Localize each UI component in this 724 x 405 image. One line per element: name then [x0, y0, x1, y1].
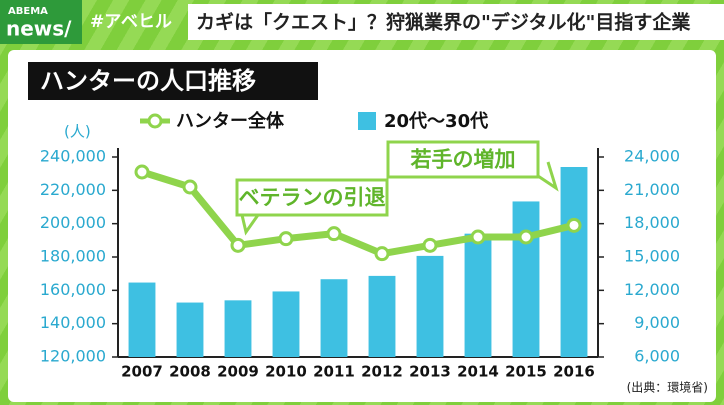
logo-box [0, 0, 82, 44]
x-tick-label: 2011 [313, 363, 355, 381]
bar [224, 300, 252, 357]
y-tick-label: 220,000 [40, 180, 106, 199]
y2-tick-label: 6,000 [634, 347, 680, 366]
y-tick-label: 120,000 [40, 347, 106, 366]
line-marker [134, 164, 150, 180]
x-tick-label: 2016 [553, 363, 595, 381]
line-marker [566, 217, 582, 233]
bar [560, 167, 588, 357]
headline: カギは「クエスト」？狩猟業界の"デジタル化"目指す企業 [196, 11, 691, 34]
callout-pointer [240, 214, 260, 236]
x-tick-label: 2008 [169, 363, 211, 381]
logo-bottom: news/ [6, 17, 72, 41]
hashtag: #アベヒル [90, 12, 172, 32]
bar [464, 233, 492, 357]
chart-title: ハンターの人口推移 [40, 67, 256, 95]
bar [368, 275, 396, 357]
line-marker [374, 246, 390, 262]
title-box [28, 62, 318, 100]
x-tick-label: 2010 [265, 363, 307, 381]
y-tick-label: 200,000 [40, 213, 106, 232]
y2-tick-label: 21,000 [624, 180, 680, 199]
bar [416, 255, 444, 357]
line-marker [326, 226, 342, 242]
legend-label: 20代～30代 [384, 111, 488, 132]
logo-top: ABEMA [8, 6, 48, 17]
y-unit: (人) [64, 123, 91, 141]
y-tick-label: 180,000 [40, 247, 106, 266]
line-marker [422, 237, 438, 253]
line-marker [470, 229, 486, 245]
y-tick-label: 160,000 [40, 280, 106, 299]
x-tick-label: 2013 [409, 363, 451, 381]
bar [512, 201, 540, 357]
y2-tick-label: 9,000 [634, 313, 680, 332]
line [140, 168, 575, 258]
x-tick-label: 2012 [361, 363, 403, 381]
line-marker [230, 237, 246, 253]
line-marker [182, 179, 198, 195]
bar [320, 279, 348, 357]
annotation: ベテランの引退 [239, 186, 386, 210]
y-tick-label: 240,000 [40, 147, 106, 166]
headline-bar [188, 4, 724, 40]
y2-tick-label: 18,000 [624, 213, 680, 232]
source: (出典：環境省) [627, 380, 708, 395]
line-marker [518, 229, 534, 245]
x-tick-label: 2015 [505, 363, 547, 381]
legend-label: ハンター全体 [176, 110, 285, 132]
legend-swatch [358, 112, 376, 130]
annotation: 若手の増加 [410, 148, 516, 172]
y2-tick-label: 24,000 [624, 147, 680, 166]
y2-tick-label: 12,000 [624, 280, 680, 299]
bar [128, 282, 156, 357]
line-marker [278, 231, 294, 247]
y-tick-label: 140,000 [40, 313, 106, 332]
y2-tick-label: 15,000 [624, 247, 680, 266]
x-tick-label: 2014 [457, 363, 499, 381]
bar [176, 302, 204, 357]
callout-box [235, 178, 389, 217]
legend-marker [147, 113, 163, 129]
x-tick-label: 2007 [121, 363, 163, 381]
callout-box [386, 140, 540, 179]
x-tick-label: 2009 [217, 363, 259, 381]
bar [272, 291, 300, 357]
